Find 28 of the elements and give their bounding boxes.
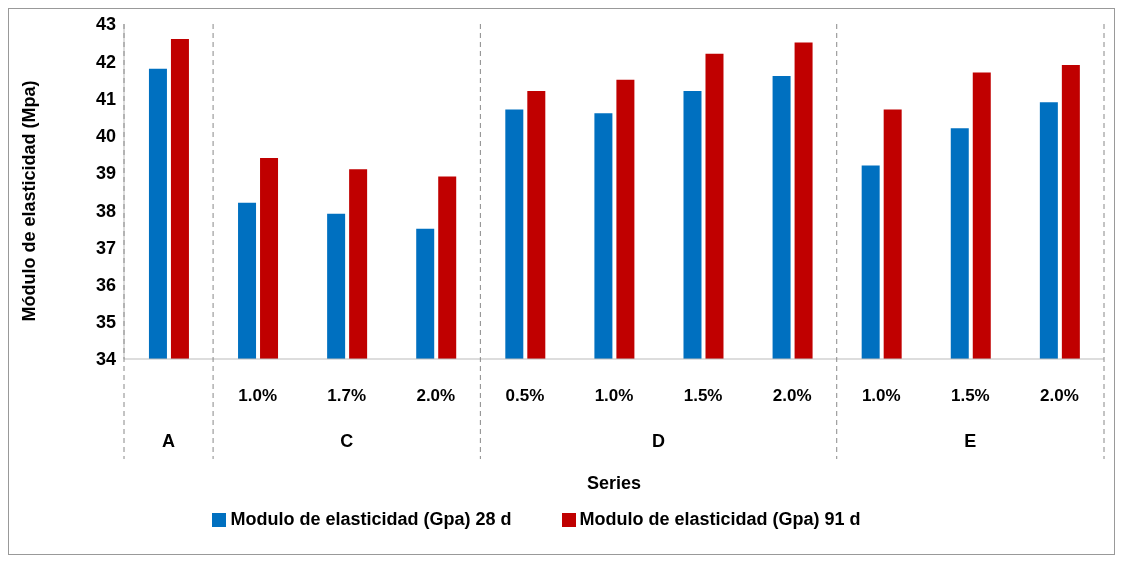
text: A xyxy=(162,431,176,451)
x-tick-label: 1.5% xyxy=(950,386,990,406)
y-tick-label: 42 xyxy=(95,51,116,72)
y-tick-label: 43 xyxy=(95,14,116,35)
text: C xyxy=(340,431,354,451)
y-tick-label: 37 xyxy=(95,237,116,258)
x-tick-label: 2.0% xyxy=(1040,386,1079,406)
x-tick-label: 1.0% xyxy=(238,386,278,406)
text: D xyxy=(652,431,666,451)
x-tick-label: 1.0% xyxy=(594,386,634,406)
x-tick-label: 1.0% xyxy=(861,386,901,406)
y-tick-label: 38 xyxy=(95,200,116,221)
x-tick-label: 1.5% xyxy=(683,386,723,406)
y-tick-label: 35 xyxy=(95,312,116,333)
x-tick-label: 0.5% xyxy=(505,386,545,406)
y-tick-label: 36 xyxy=(95,274,116,295)
legend-label: Modulo de elasticidad (Gpa) 28 d xyxy=(230,509,512,529)
text: E xyxy=(964,431,977,451)
x-axis-title: Series xyxy=(586,473,642,493)
y-tick-label: 41 xyxy=(95,88,116,109)
y-tick-label: 34 xyxy=(95,349,116,370)
y-tick-label: 39 xyxy=(95,163,116,184)
y-axis-title: Módulo de elasticidad (Mpa) xyxy=(19,80,40,322)
x-tick-label: 2.0% xyxy=(772,386,812,406)
x-tick-label: 1.7% xyxy=(327,386,367,406)
y-tick-label: 40 xyxy=(95,126,116,147)
x-tick-label: 2.0% xyxy=(416,386,456,406)
legend-label: Modulo de elasticidad (Gpa) 91 d xyxy=(579,509,861,529)
